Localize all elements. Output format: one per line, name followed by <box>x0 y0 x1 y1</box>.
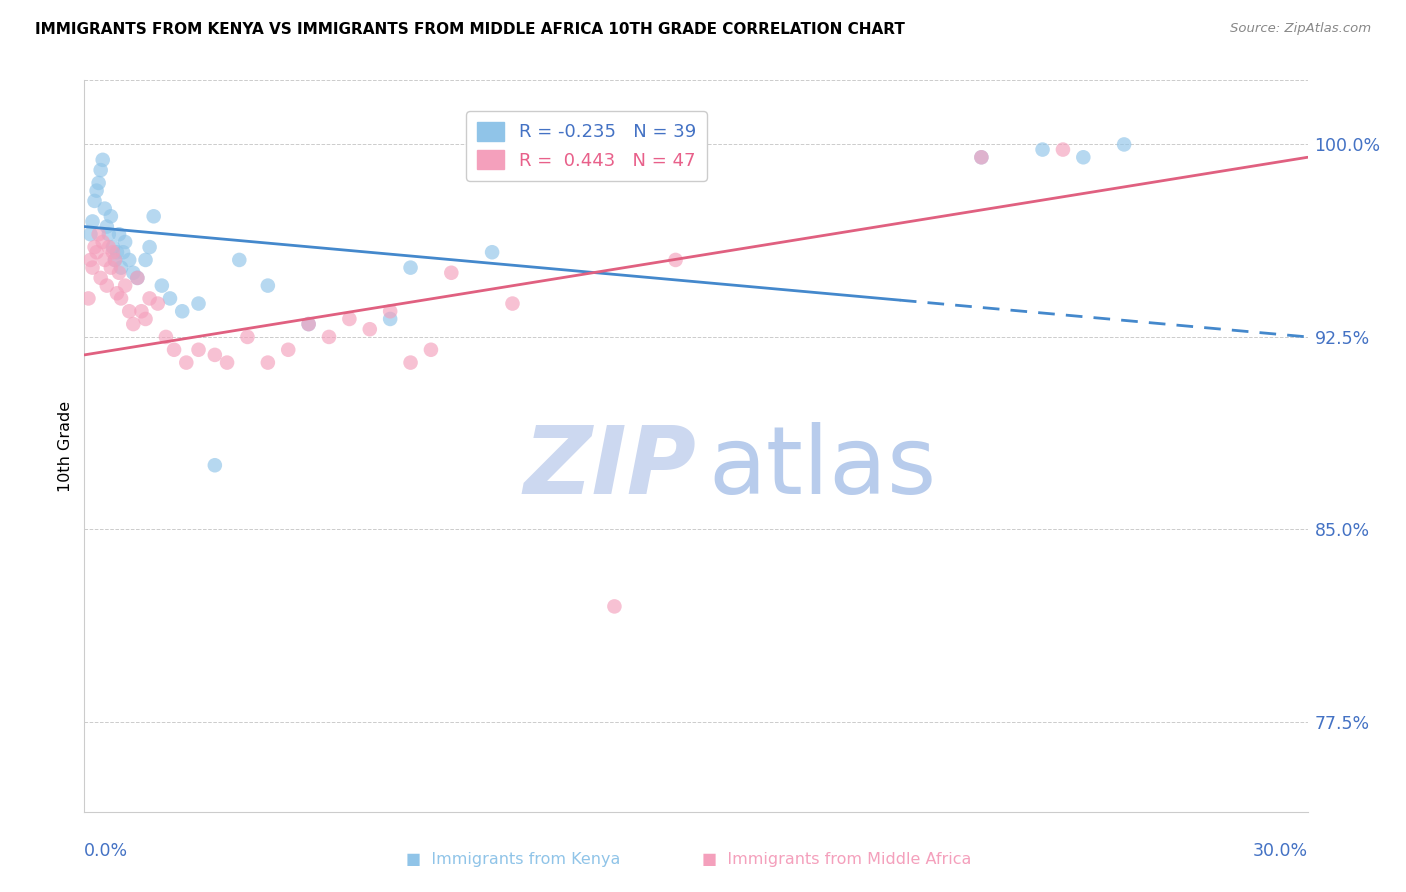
Text: 0.0%: 0.0% <box>84 842 128 861</box>
Point <box>79 227 101 242</box>
Point <box>96 278 118 293</box>
Point <box>100 260 122 275</box>
Point <box>138 292 160 306</box>
Point <box>122 266 145 280</box>
Point <box>118 304 141 318</box>
Point <box>91 153 114 167</box>
Point <box>146 296 169 310</box>
Point <box>187 343 209 357</box>
Point <box>101 245 124 260</box>
Point <box>277 343 299 357</box>
Point <box>105 286 128 301</box>
Point <box>236 330 259 344</box>
Point <box>440 266 463 280</box>
Point <box>96 219 118 234</box>
Point <box>112 245 135 260</box>
Text: Source: ZipAtlas.com: Source: ZipAtlas.com <box>1230 22 1371 36</box>
Point <box>90 271 112 285</box>
Point <box>86 184 108 198</box>
Text: atlas: atlas <box>709 422 936 514</box>
Text: 30.0%: 30.0% <box>1253 842 1308 861</box>
Text: IMMIGRANTS FROM KENYA VS IMMIGRANTS FROM MIDDLE AFRICA 10TH GRADE CORRELATION CH: IMMIGRANTS FROM KENYA VS IMMIGRANTS FROM… <box>35 22 905 37</box>
Point <box>108 266 131 280</box>
Point <box>97 227 120 242</box>
Point <box>1114 137 1136 152</box>
Text: ZIP: ZIP <box>523 422 696 514</box>
Point <box>399 355 422 369</box>
Point <box>82 214 104 228</box>
Point <box>970 150 993 164</box>
Point <box>339 312 361 326</box>
Point <box>172 304 194 318</box>
Point <box>399 260 422 275</box>
Point <box>118 252 141 267</box>
Text: ■  Immigrants from Middle Africa: ■ Immigrants from Middle Africa <box>702 852 972 867</box>
Point <box>187 296 209 310</box>
Point <box>481 245 503 260</box>
Point <box>90 163 112 178</box>
Point <box>257 355 280 369</box>
Point <box>104 252 127 267</box>
Point <box>83 240 105 254</box>
Point <box>108 227 131 242</box>
Point <box>420 343 443 357</box>
Point <box>87 176 110 190</box>
Point <box>298 317 321 331</box>
Point <box>502 296 524 310</box>
Point <box>77 292 100 306</box>
Point <box>1073 150 1095 164</box>
Point <box>127 271 149 285</box>
Point <box>135 252 157 267</box>
Point <box>138 240 160 254</box>
Point <box>150 278 173 293</box>
Point <box>122 317 145 331</box>
Point <box>104 252 127 267</box>
Point <box>318 330 340 344</box>
Point <box>970 150 993 164</box>
Point <box>217 355 239 369</box>
Point <box>298 317 321 331</box>
Point <box>204 348 226 362</box>
Point <box>665 252 688 267</box>
Point <box>93 202 117 216</box>
Point <box>79 252 101 267</box>
Point <box>101 240 124 254</box>
Point <box>114 235 136 249</box>
Point <box>131 304 153 318</box>
Point <box>603 599 626 614</box>
Point <box>359 322 381 336</box>
Point <box>93 252 117 267</box>
Point <box>380 312 402 326</box>
Point <box>228 252 250 267</box>
Text: ■  Immigrants from Kenya: ■ Immigrants from Kenya <box>406 852 620 867</box>
Point <box>204 458 226 473</box>
Point <box>100 209 122 223</box>
Point <box>105 245 128 260</box>
Point <box>127 271 149 285</box>
Point <box>380 304 402 318</box>
Point <box>1052 143 1074 157</box>
Point <box>91 235 114 249</box>
Point <box>1032 143 1054 157</box>
Point <box>257 278 280 293</box>
Point <box>110 292 132 306</box>
Point <box>174 355 197 369</box>
Point <box>135 312 157 326</box>
Point <box>83 194 105 208</box>
Point <box>86 245 108 260</box>
Point <box>82 260 104 275</box>
Point <box>163 343 186 357</box>
Legend: R = -0.235   N = 39, R =  0.443   N = 47: R = -0.235 N = 39, R = 0.443 N = 47 <box>467 112 707 181</box>
Point <box>142 209 165 223</box>
Y-axis label: 10th Grade: 10th Grade <box>58 401 73 491</box>
Point <box>159 292 181 306</box>
Point <box>114 278 136 293</box>
Point <box>155 330 177 344</box>
Point <box>97 240 120 254</box>
Point <box>110 260 132 275</box>
Point <box>87 227 110 242</box>
